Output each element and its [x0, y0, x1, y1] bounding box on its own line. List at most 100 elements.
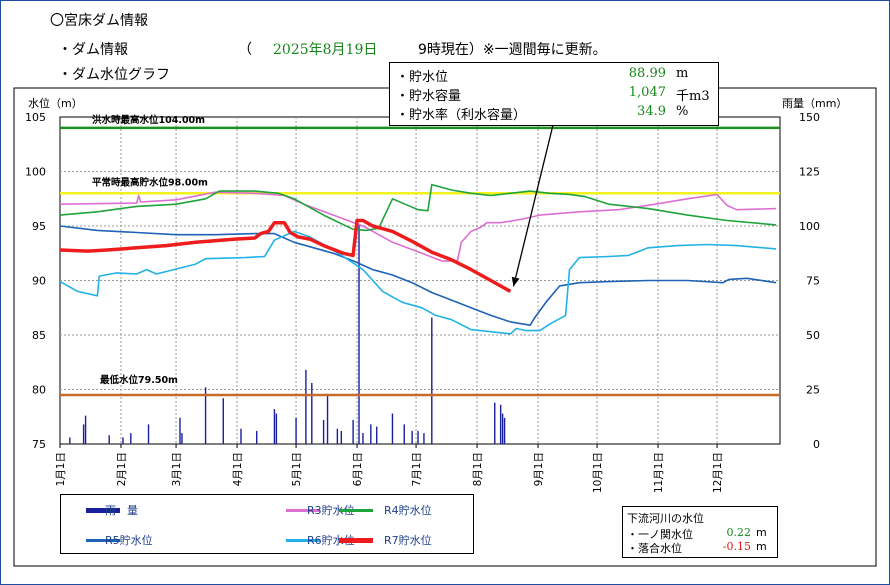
storage-rate-label: ・貯水率（利水容量）: [396, 108, 527, 123]
legend-item-r6: R6貯水位: [261, 531, 466, 549]
x-tick-label: 8月1日: [472, 452, 484, 486]
y-tick-label-left: 85: [32, 329, 46, 342]
x-tick-label: 10月1日: [592, 452, 604, 493]
y-tick-label-left: 80: [32, 384, 46, 397]
rainfall-bar: [256, 430, 258, 444]
x-tick-label: 1月1日: [55, 452, 67, 486]
legend-label-r3: R3貯水位: [307, 504, 355, 517]
y-tick-label-left: 90: [32, 275, 46, 288]
rainfall-bar: [431, 317, 433, 444]
graph-heading: ・ダム水位グラフ: [58, 67, 170, 83]
storage-volume-unit: 千m3: [676, 89, 710, 104]
storage-rate-unit: %: [676, 104, 689, 119]
storage-volume-label: ・貯水容量: [396, 89, 462, 104]
y-tick-label-right: 125: [799, 166, 820, 179]
legend-label-r4: R4貯水位: [384, 504, 432, 517]
rainfall-bar: [336, 428, 339, 444]
x-tick-label: 11月1日: [653, 452, 665, 493]
rainfall-bar: [423, 433, 425, 444]
rainfall-bar: [362, 433, 364, 444]
rainfall-bar: [108, 435, 110, 444]
storage-level-label: ・貯水位: [396, 70, 449, 85]
legend-swatch-r6: [286, 539, 320, 542]
rainfall-bar: [84, 415, 87, 444]
rainfall-bar: [370, 424, 372, 444]
rainfall-bar: [340, 430, 343, 444]
legend-item-r3: R3貯水位: [261, 501, 466, 519]
rainfall-bar: [122, 437, 124, 444]
legend-label-r5: R5貯水位: [105, 534, 153, 547]
rainfall-bar: [376, 426, 378, 444]
legend-label-r7: R7貯水位: [384, 534, 432, 547]
rainfall-bar: [499, 404, 502, 444]
x-tick-label: 6月1日: [352, 452, 364, 486]
rainfall-bar: [181, 433, 183, 444]
x-tick-label: 9月1日: [533, 452, 545, 486]
y-axis-title-right: 雨量（mm）: [782, 97, 847, 110]
rainfall-bar: [305, 369, 307, 444]
ichinoseki-value: 0.22: [726, 526, 752, 539]
rainfall-bar: [501, 413, 504, 444]
reference-line-label: 洪水時最高水位104.00m: [92, 114, 205, 126]
ichinoseki-unit: m: [756, 526, 767, 539]
y-tick-label-left: 95: [32, 220, 46, 233]
ichinoseki-label: ・一ノ関水位: [627, 528, 693, 541]
rainfall-bar: [358, 223, 360, 444]
series-line-R7貯水位: [59, 218, 512, 293]
ochiai-unit: m: [756, 540, 767, 553]
ochiai-label: ・落合水位: [627, 542, 682, 555]
rainfall-bar: [82, 424, 85, 444]
y-tick-label-right: 50: [806, 329, 820, 342]
rainfall-bar: [352, 420, 354, 444]
x-tick-label: 12月1日: [712, 452, 724, 493]
callout-arrow-line: [512, 124, 554, 287]
y-tick-label-right: 75: [806, 275, 820, 288]
rainfall-bar: [326, 393, 329, 444]
legend-label-rainfall: 雨 量: [105, 504, 138, 517]
dam-info-heading: ・ダム情報: [58, 42, 128, 58]
rainfall-bar: [275, 413, 278, 444]
update-date: 2025年8月19日: [273, 42, 378, 58]
legend-item-r7: R7貯水位: [334, 531, 539, 549]
river-box-title: 下流河川の水位: [627, 512, 704, 525]
rainfall-bar: [69, 437, 71, 444]
rainfall-bar: [403, 424, 405, 444]
y-tick-label-left: 100: [25, 166, 46, 179]
x-tick-label: 2月1日: [116, 452, 128, 486]
series-line-R6貯水位: [59, 230, 777, 335]
reference-line-label: 平常時最高貯水位98.00m: [92, 176, 208, 188]
storage-volume-value: 1,047: [628, 85, 666, 100]
legend-swatch-r5: [86, 539, 120, 542]
legend-item-r5: R5貯水位: [61, 531, 266, 549]
y-tick-label-right: 25: [806, 384, 820, 397]
callout-arrow-head: [511, 276, 520, 287]
update-time-note: 9時現在）※一週間毎に更新。: [418, 42, 607, 58]
rainfall-bar: [503, 417, 506, 444]
series-line-R5貯水位: [59, 225, 777, 326]
reference-line-label: 最低水位79.50m: [100, 374, 178, 386]
x-tick-label: 4月1日: [232, 452, 244, 486]
y-axis-title-left: 水位（m）: [28, 96, 83, 110]
legend-swatch-r7: [339, 538, 373, 543]
y-tick-label-left: 105: [25, 111, 46, 124]
y-tick-label-right: 0: [813, 438, 820, 451]
storage-level-value: 88.99: [628, 66, 666, 81]
rainfall-bar: [311, 382, 313, 444]
rainfall-bar: [494, 402, 496, 444]
legend-item-r4: R4貯水位: [334, 501, 539, 519]
legend-item-rainfall: 雨 量: [61, 501, 266, 519]
rainfall-bar: [322, 420, 325, 444]
rainfall-bar: [391, 413, 394, 444]
legend-label-r6: R6貯水位: [307, 534, 355, 547]
y-tick-label-left: 75: [32, 438, 46, 451]
page-title: 〇宮床ダム情報: [50, 13, 148, 29]
rainfall-bar: [240, 428, 242, 444]
ochiai-value: -0.15: [722, 540, 751, 553]
current-status-box: ・貯水位 88.99 m ・貯水容量 1,047 千m3 ・貯水率（利水容量） …: [389, 62, 719, 126]
rainfall-bar: [147, 424, 150, 444]
chart-legend: 雨 量 R3貯水位 R4貯水位 R5貯水位 R6貯水位 R7貯水位: [60, 494, 474, 554]
storage-level-unit: m: [676, 66, 689, 81]
rainfall-bar: [295, 417, 297, 444]
legend-swatch-rainfall: [86, 508, 120, 513]
